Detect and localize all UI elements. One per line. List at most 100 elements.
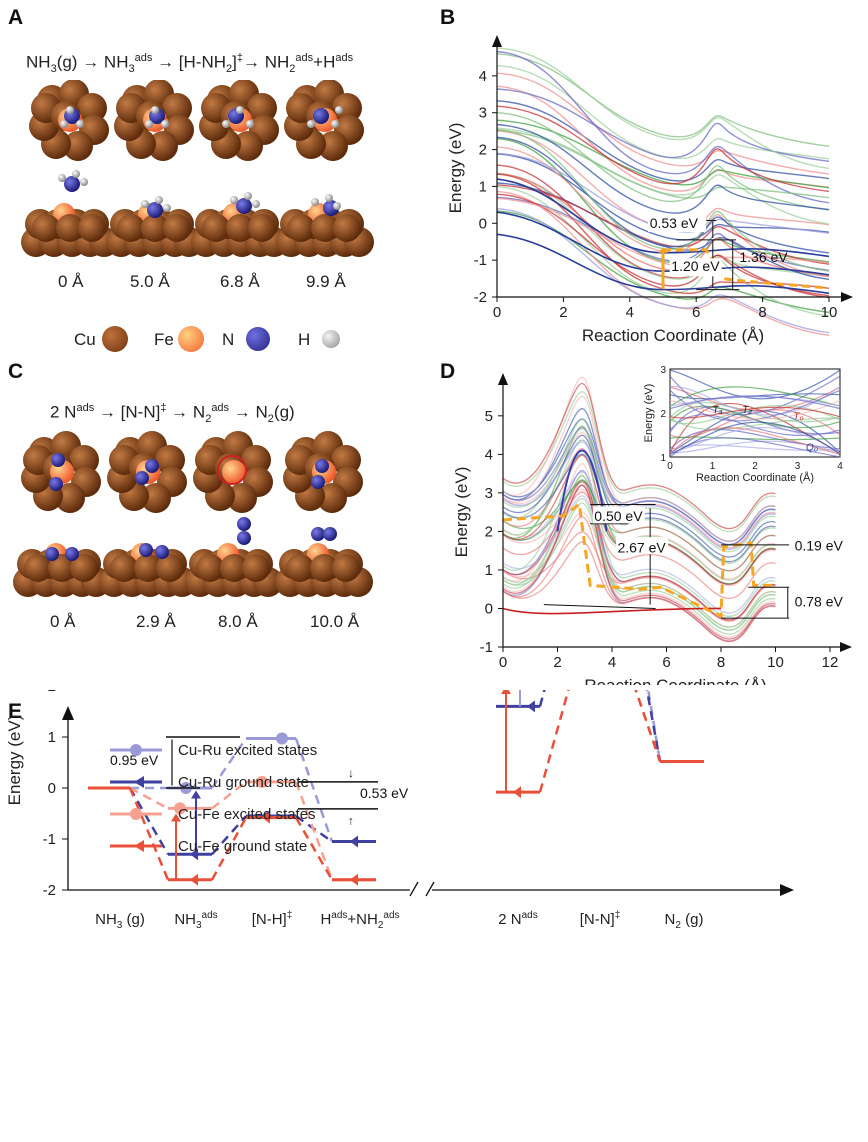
y-tick-label: 5 — [485, 408, 493, 425]
panel-label-a: A — [8, 6, 24, 29]
legend-marker — [130, 744, 142, 756]
y-tick-label: -1 — [43, 831, 56, 848]
energy-curve — [502, 391, 776, 533]
x-category-part: ads — [383, 910, 399, 921]
legend-marker — [134, 776, 144, 788]
cu-atom — [117, 214, 145, 242]
n-atom — [237, 517, 251, 531]
inset-curve — [669, 417, 841, 431]
annotation-label: 0.50 eV — [594, 508, 643, 524]
energy-curve — [502, 450, 776, 617]
x-tick-label: 10 — [767, 654, 784, 671]
y-tick-label: 3 — [479, 105, 487, 122]
y-axis-arrow — [492, 35, 502, 47]
series-1-connector — [211, 815, 247, 856]
x-category-part: H — [320, 911, 331, 928]
x-category-part: N — [665, 911, 676, 928]
n-atom-icon — [246, 327, 270, 351]
x-category-label: 2 Nads​ — [498, 910, 537, 928]
energy-curve — [496, 100, 830, 182]
cu-atom — [148, 131, 178, 161]
x-category-label: NH3​ (g) — [95, 911, 145, 931]
x-tick-label: 12 — [822, 654, 839, 671]
inset-x-tick-label: 0 — [667, 461, 673, 472]
cu-atom — [55, 483, 85, 513]
series-0-connector — [646, 690, 662, 762]
y-axis-label: Energy (eV) — [5, 715, 24, 806]
cu-atom — [318, 131, 348, 161]
cu-atom — [310, 554, 338, 582]
cu-atom — [163, 214, 191, 242]
cu-atom — [48, 554, 76, 582]
y-tick-label: 1 — [48, 729, 56, 746]
cu-atom — [56, 214, 84, 242]
h-atom — [335, 106, 343, 114]
annotation-label: 0.53 eV — [360, 785, 409, 801]
x-category-part: ads — [331, 910, 347, 921]
x-category-part: (g) — [122, 911, 145, 928]
inset-x-tick-label: 3 — [795, 461, 801, 472]
legend-label: N — [222, 330, 235, 349]
y-tick-label: 2 — [479, 142, 487, 159]
excited-state-marker — [256, 775, 268, 788]
inset-curve — [669, 396, 841, 407]
energy-curve — [502, 480, 776, 621]
inset-curve — [669, 375, 841, 416]
n-atom — [64, 176, 80, 192]
x-axis-arrow — [780, 884, 794, 896]
cu-atom — [247, 93, 277, 123]
cu-atom — [331, 445, 361, 475]
ground-state-marker — [190, 873, 198, 886]
h-atom — [151, 106, 159, 114]
inset-curve — [669, 421, 841, 455]
y-tick-label: 0 — [48, 780, 56, 797]
energy-curve — [496, 208, 830, 334]
x-category-part: NH — [95, 911, 117, 928]
series-3-connector — [294, 816, 334, 881]
excitation-arrow-head — [171, 813, 181, 822]
series-0-connector — [210, 737, 248, 789]
y-axis-arrow — [498, 373, 508, 385]
excitation-arrow-head — [658, 247, 668, 253]
x-category-label: [N-N]‡​ — [580, 910, 621, 928]
ground-state-marker — [527, 700, 535, 713]
n-atom — [145, 459, 159, 473]
ground-state-marker — [262, 811, 270, 824]
distance-label: 9.9 Å — [306, 272, 346, 291]
y-tick-label: -2 — [43, 882, 56, 899]
n-atom — [313, 108, 329, 124]
h-atom — [155, 196, 163, 204]
energy-curve — [496, 88, 830, 162]
cu-atom — [32, 214, 60, 242]
energy-chart-b: 0.53 eV 1.20 eV 1.36 eV 0 2 4 6 8 10 -2 -1 0 1 2 3 4 Rea… — [446, 35, 853, 345]
series-2-connector — [129, 786, 169, 810]
energy-curve — [496, 53, 830, 148]
cu-atom — [220, 554, 248, 582]
y-tick-label: 4 — [485, 446, 493, 463]
inset-curve — [669, 404, 841, 425]
h-atom — [163, 204, 171, 212]
cu-atom — [202, 214, 230, 242]
excitation-arrow-head — [501, 690, 511, 694]
fe-atom-icon — [178, 326, 204, 352]
annotation-label: 0.19 eV — [795, 538, 844, 554]
h-atom — [331, 120, 339, 128]
inset-x-tick-label: 2 — [752, 461, 758, 472]
molecular-structures-a — [21, 80, 374, 257]
x-tick-label: 8 — [717, 654, 725, 671]
n-atom — [236, 198, 252, 214]
cu-atom — [196, 554, 224, 582]
transition-peak-curve — [556, 449, 608, 532]
legend-label: Cu — [74, 330, 96, 349]
energy-curve — [496, 105, 830, 193]
n-atom — [51, 453, 65, 467]
energy-curve — [496, 193, 830, 297]
x-category-part: ads — [522, 910, 538, 921]
x-category-part: +NH — [347, 911, 377, 928]
n-atom — [315, 459, 329, 473]
inset-y-tick-label: 3 — [660, 365, 666, 376]
cu-atom — [226, 214, 254, 242]
cu-atom — [233, 131, 263, 161]
energy-curve — [496, 111, 830, 211]
series-0-connector — [294, 738, 334, 842]
